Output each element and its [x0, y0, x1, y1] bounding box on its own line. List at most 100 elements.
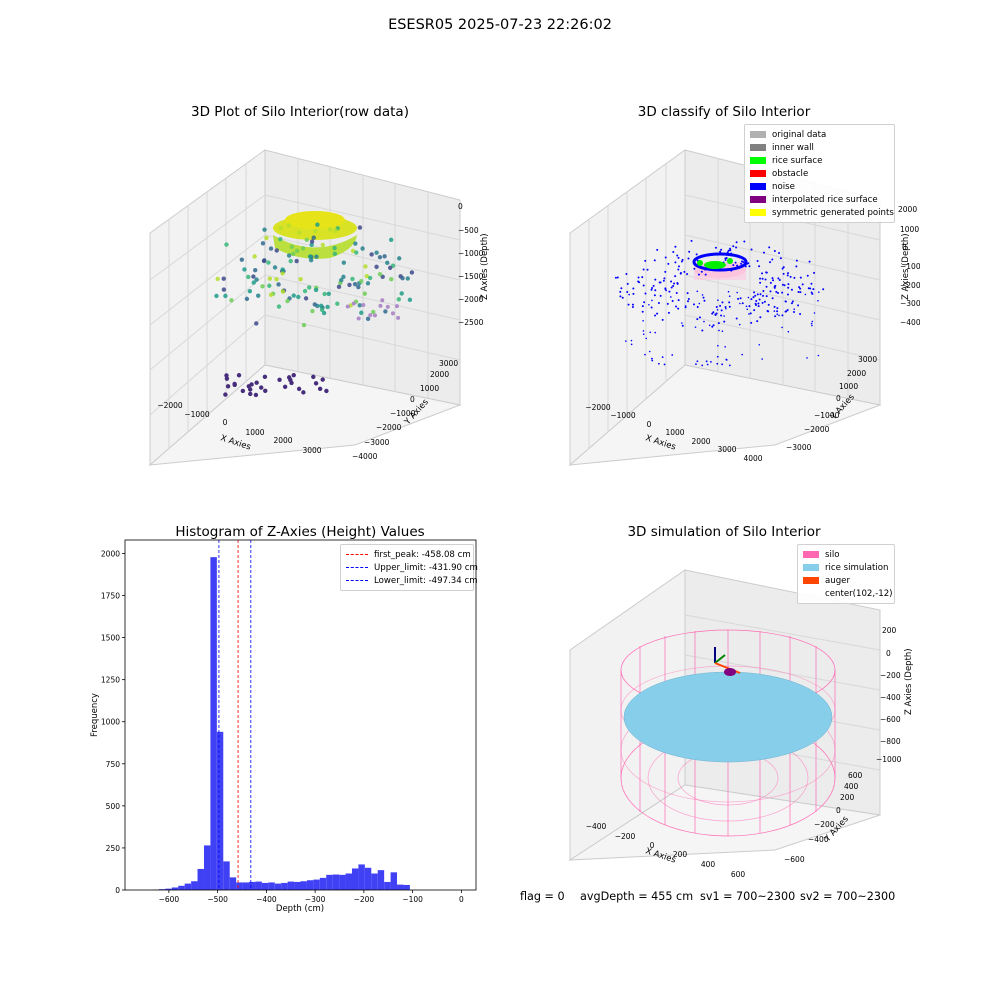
noise-point — [799, 276, 802, 279]
noise-point — [675, 292, 678, 295]
scatter-point — [363, 264, 368, 269]
scatter-point — [303, 296, 309, 301]
scatter-point — [345, 304, 350, 309]
noise-point — [725, 307, 727, 310]
hist-bar — [268, 882, 275, 890]
scatter-point — [240, 388, 246, 394]
noise-point — [703, 320, 705, 323]
scatter-point — [236, 373, 242, 378]
scatter-point — [252, 254, 257, 259]
noise-point — [735, 317, 738, 320]
hist-x-label: Depth (cm) — [276, 904, 324, 914]
svg-text:−1000: −1000 — [876, 755, 902, 764]
noise-point — [727, 290, 730, 293]
noise-point — [799, 313, 802, 316]
hist-bar — [191, 881, 198, 890]
noise-point — [748, 305, 751, 308]
noise-point — [787, 283, 790, 286]
noise-point — [773, 310, 776, 312]
scatter-point — [298, 276, 303, 282]
legend-item-auger: auger — [803, 574, 889, 587]
noise-point — [721, 301, 724, 304]
scatter-point — [294, 258, 299, 264]
hist-bar — [294, 881, 301, 890]
noise-point — [728, 305, 731, 308]
scatter-point — [312, 302, 317, 307]
noise-point — [626, 282, 629, 285]
svg-text:−2000: −2000 — [376, 423, 402, 432]
noise-point — [753, 309, 756, 312]
noise-point — [755, 303, 758, 306]
noise-point — [657, 301, 660, 304]
noise-point — [638, 281, 641, 284]
scatter-point — [380, 298, 385, 303]
noise-point — [756, 293, 759, 296]
noise-point — [810, 291, 813, 294]
noise-point — [692, 303, 695, 306]
scatter-point — [360, 246, 365, 251]
noise-point — [720, 309, 723, 312]
svg-text:400: 400 — [701, 860, 716, 869]
scatter-point — [354, 250, 359, 255]
scatter-point — [313, 228, 318, 234]
noise-point — [670, 286, 673, 289]
scatter-point — [400, 275, 405, 281]
scatter-point — [405, 276, 410, 281]
hist-y-tick-label: 1250 — [101, 676, 120, 685]
scatter-point — [385, 260, 390, 265]
scatter-point — [308, 257, 314, 263]
noise-point — [791, 300, 794, 303]
noise-point — [776, 291, 779, 294]
noise-point — [662, 279, 665, 282]
noise-point — [773, 305, 776, 308]
panel4-title: 3D simulation of Silo Interior — [627, 524, 821, 540]
noise-point — [672, 285, 675, 288]
hist-y-ticks: 0 250 500 750 1000 1250 1500 1750 2000 — [101, 549, 125, 895]
line-sample-first-peak — [346, 554, 368, 555]
noise-point — [762, 290, 765, 293]
scatter-point — [304, 237, 310, 243]
hist-bar — [203, 845, 211, 890]
noise-point — [672, 250, 675, 253]
noise-point — [712, 311, 715, 314]
scatter-point — [286, 253, 292, 258]
noise-point — [785, 300, 787, 303]
noise-point — [748, 313, 750, 315]
svg-text:0: 0 — [647, 420, 652, 429]
noise-point — [797, 291, 800, 294]
panel2-x-ticks: −2000 −1000 0 1000 2000 3000 4000 — [585, 403, 762, 463]
legend-item-inner-wall: inner wall — [750, 141, 889, 154]
noise-point — [703, 299, 706, 302]
noise-point — [758, 298, 761, 301]
scatter-point — [321, 310, 327, 316]
noise-point — [758, 265, 761, 268]
panel4-z-label: Z Axies (Depth) — [904, 648, 914, 715]
svg-text:−3000: −3000 — [900, 299, 920, 308]
scatter-point — [397, 256, 402, 261]
legend-item-rice-surface: rice surface — [750, 154, 889, 167]
noise-point — [631, 303, 634, 306]
scatter-point — [313, 381, 319, 386]
hist-bar — [274, 883, 282, 890]
scatter-point — [356, 284, 361, 290]
noise-point — [787, 286, 790, 289]
scatter-point — [320, 242, 326, 248]
noise-point — [723, 315, 725, 317]
scatter-point — [262, 227, 267, 232]
noise-point — [674, 261, 677, 264]
svg-text:−1000: −1000 — [814, 411, 840, 420]
noise-point — [734, 261, 737, 264]
scatter-point — [260, 284, 265, 289]
histogram-reference-lines — [218, 540, 252, 890]
noise-point — [795, 265, 798, 268]
svg-text:−200: −200 — [615, 832, 636, 841]
svg-text:3000: 3000 — [302, 446, 321, 455]
svg-text:0: 0 — [458, 202, 463, 211]
noise-point — [681, 322, 683, 324]
noise-point — [781, 283, 784, 286]
svg-text:−1000: −1000 — [184, 410, 210, 419]
hist-y-tick-label: 750 — [106, 760, 121, 769]
svg-text:2000: 2000 — [847, 369, 866, 378]
histogram-chart: −600 −500 −400 −300 −200 −100 0 0 250 500 750 1000… — [90, 539, 477, 914]
hist-bar — [403, 884, 410, 890]
